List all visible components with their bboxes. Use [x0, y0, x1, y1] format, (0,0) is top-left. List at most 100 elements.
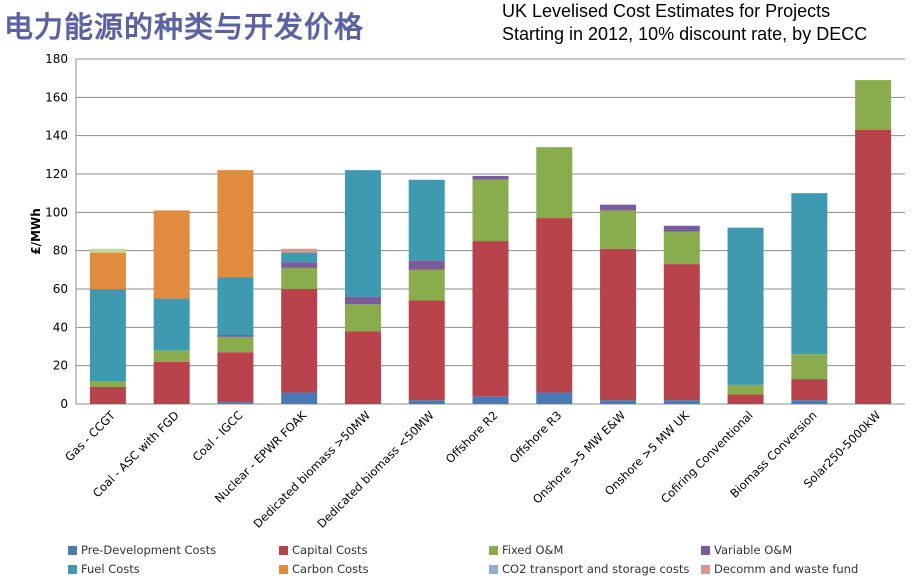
bar-segment	[472, 175, 509, 180]
english-title-line-1: UK Levelised Cost Estimates for Projects	[502, 1, 831, 21]
bar-segment	[89, 248, 126, 253]
bar-segment	[153, 361, 190, 404]
bar-segment	[344, 296, 381, 305]
y-tick-label: 60	[53, 282, 68, 296]
legend-item: Pre-Development Costs	[68, 543, 216, 557]
bar-segment	[663, 264, 700, 401]
legend-item: Variable O&M	[701, 543, 792, 557]
bar-segment	[791, 354, 828, 380]
bar-segment	[791, 400, 828, 404]
legend-label: Carbon Costs	[292, 562, 369, 576]
legend-label: Variable O&M	[714, 543, 793, 557]
bar-segment	[855, 129, 892, 404]
bar-segment	[727, 394, 764, 404]
y-tick-label: 120	[45, 167, 68, 181]
y-tick-label: 100	[45, 205, 68, 219]
bar-segment	[89, 252, 126, 289]
x-tick-label: Dedicated biomass <50MW	[314, 408, 437, 531]
bar-segment	[408, 300, 445, 401]
bar-segment	[281, 289, 318, 393]
bar-segment	[217, 335, 254, 337]
bar-segment	[536, 218, 573, 393]
bar-segment	[153, 350, 190, 362]
legend-item: Decomm and waste fund	[701, 562, 858, 576]
bar-segment	[153, 298, 190, 351]
legend-label: Decomm and waste fund	[714, 562, 859, 576]
y-tick-label: 160	[45, 90, 68, 104]
bar-segment	[855, 80, 892, 130]
bar-segment	[344, 170, 381, 297]
legend-swatch	[279, 564, 288, 574]
y-tick-label: 20	[53, 359, 68, 373]
bar-segment	[472, 241, 509, 397]
legend-item: CO2 transport and storage costs	[489, 562, 689, 576]
x-tick-label: Coal - IGCC	[190, 408, 246, 464]
legend-item: Fixed O&M	[489, 543, 563, 557]
legend-label: Capital Costs	[292, 543, 368, 557]
english-title-line-2: Starting in 2012, 10% discount rate, by …	[502, 24, 868, 44]
bar-segment	[281, 267, 318, 289]
legend-item: Capital Costs	[279, 543, 368, 557]
bar-segment	[536, 147, 573, 219]
y-tick-label: 40	[53, 320, 68, 334]
legend-swatch	[279, 545, 288, 555]
bar-segment	[408, 400, 445, 404]
bar-segment	[89, 386, 126, 404]
bar-segment	[344, 331, 381, 404]
bar-segment	[600, 210, 637, 249]
bar-segment	[153, 210, 190, 299]
bar-segment	[600, 248, 637, 401]
legend-item: Carbon Costs	[279, 562, 369, 576]
legend-label: CO2 transport and storage costs	[502, 562, 690, 576]
bar-segment	[408, 260, 445, 270]
bar-segment	[281, 252, 318, 263]
bar-segment	[217, 402, 254, 404]
legend-swatch	[68, 545, 77, 555]
legend-swatch	[489, 564, 498, 574]
bar-segment	[472, 396, 509, 404]
bar-segment	[536, 392, 573, 404]
y-tick-label: 80	[53, 244, 68, 258]
legend-label: Fuel Costs	[81, 562, 140, 576]
chinese-title: 电力能源的种类与开发价格	[4, 10, 365, 44]
bar-segment	[217, 336, 254, 353]
y-axis-label: £/MWh	[29, 208, 43, 254]
legend-swatch	[701, 564, 710, 574]
bar-segment	[727, 384, 764, 395]
legend-swatch	[701, 545, 710, 555]
chart-legend: Pre-Development Costs Capital Costs Fixed …	[68, 543, 918, 581]
bar-segment	[281, 262, 318, 268]
bar-segment	[791, 193, 828, 355]
x-tick-label: Offshore R2	[443, 408, 501, 466]
bar-segment	[727, 227, 764, 385]
x-tick-label: Dedicated biomass >50MW	[251, 408, 374, 531]
bar-segment	[217, 352, 254, 403]
y-tick-label: 0	[60, 397, 68, 411]
legend-label: Pre-Development Costs	[81, 543, 217, 557]
legend-item: Fuel Costs	[68, 562, 140, 576]
bar-segment	[89, 289, 126, 381]
bar-segment	[89, 381, 126, 387]
bar-segment	[408, 179, 445, 261]
legend-swatch	[489, 545, 498, 555]
x-tick-label: Offshore R3	[507, 408, 565, 466]
bar-segment	[217, 170, 254, 278]
legend-label: Fixed O&M	[502, 543, 564, 557]
bar-segment	[663, 400, 700, 404]
bar-segment	[600, 204, 637, 211]
english-title: UK Levelised Cost Estimates for Projects…	[502, 0, 867, 46]
bar-segment	[791, 379, 828, 401]
y-tick-label: 180	[45, 52, 68, 66]
x-tick-label: Gas - CCGT	[62, 408, 119, 465]
bar-segment	[472, 179, 509, 242]
y-tick-label: 140	[45, 129, 68, 143]
bar-segment	[600, 400, 637, 404]
bar-segment	[663, 225, 700, 232]
legend-swatch	[68, 564, 77, 574]
bar-segment	[344, 304, 381, 332]
bar-segment	[281, 392, 318, 404]
bar-segment	[663, 231, 700, 265]
bar-segment	[408, 269, 445, 301]
bar-segment	[281, 248, 318, 253]
